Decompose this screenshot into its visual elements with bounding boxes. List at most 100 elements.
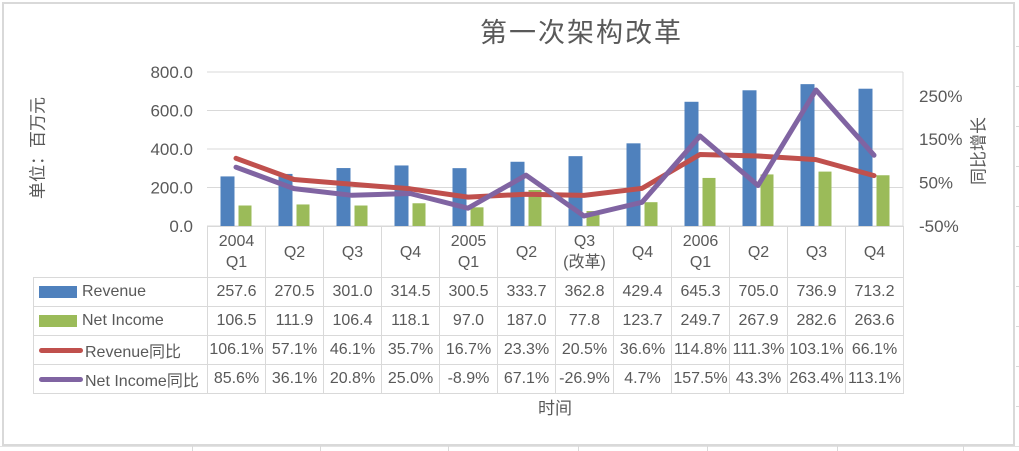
value-cell: -8.9% [439,364,498,394]
value-cell: 645.3 [671,277,730,307]
value-cell: 187.0 [497,306,556,336]
bar[interactable] [220,176,235,226]
spreadsheet-column-gridline [448,446,449,451]
legend-line-swatch [39,376,83,382]
value-cell: 66.1% [845,335,904,365]
value-cell: 333.7 [497,277,556,307]
value-cell: 314.5 [381,277,440,307]
value-cell: 85.6% [207,364,266,394]
value-cell: 43.3% [729,364,788,394]
value-cell: 713.2 [845,277,904,307]
spreadsheet-column-gridline [707,446,708,451]
bar[interactable] [238,205,252,226]
left-axis-tick-label: 0.0 [169,217,193,236]
value-cell: 77.8 [555,306,614,336]
net-income-bars[interactable] [238,171,890,226]
bar[interactable] [470,207,484,226]
category-cell: Q2 [497,226,556,278]
bar[interactable] [818,171,832,226]
value-cell: 257.6 [207,277,266,307]
category-cell: Q3 (改革) [555,226,614,278]
left-axis-tick-label: 800.0 [150,63,193,82]
legend-label: Revenue同比 [85,344,182,361]
spreadsheet-row-gridline [1016,326,1019,327]
value-cell: 300.5 [439,277,498,307]
bar[interactable] [760,174,774,226]
spreadsheet-gridline [0,446,1019,447]
table-row: Revenue 257.6 270.5 301.0 314.5 300.5 333.7 362… [33,277,904,307]
bar[interactable] [296,204,310,226]
legend-line-swatch [39,347,83,353]
bar[interactable] [876,175,890,226]
legend-cell[interactable]: Revenue同比 [33,335,208,365]
legend-label: Net Income [82,312,164,329]
chart-data-table[interactable]: 2004 Q1 Q2 Q3 Q4 2005 Q1 Q2 Q3 (改革) Q4 2006 Q1 Q2… [33,226,904,394]
table-row: Net Income同比 85.6% 36.1% 20.8% 25.0% -8.9% 67.… [33,364,904,394]
x-axis-title[interactable]: 时间 [538,399,572,418]
bar[interactable] [412,203,426,226]
bar[interactable] [528,190,542,226]
value-cell: 67.1% [497,364,556,394]
bar[interactable] [858,88,873,226]
value-cell: 118.1 [381,306,440,336]
value-cell: 263.6 [845,306,904,336]
left-axis-tick-label: 200.0 [150,179,193,198]
value-cell: 263.4% [787,364,846,394]
legend-cell[interactable]: Net Income [33,306,208,336]
category-cell: Q4 [845,226,904,278]
chart-title[interactable]: 第一次架构改革 [480,18,683,48]
bar[interactable] [684,101,699,226]
left-axis-tick-labels: 800.0 600.0 400.0 200.0 0.0 [150,63,193,236]
right-axis-tick-label: 150% [919,130,962,149]
table-corner-blank [34,227,208,278]
bar[interactable] [702,177,716,226]
value-cell: 106.1% [207,335,266,365]
bar[interactable] [800,84,815,226]
value-cell: 249.7 [671,306,730,336]
spreadsheet-row-gridline [1016,126,1019,127]
category-cell: Q4 [613,226,672,278]
value-cell: 301.0 [323,277,382,307]
legend-cell[interactable]: Revenue [33,277,208,307]
value-cell: 282.6 [787,306,846,336]
spreadsheet-column-gridline [837,446,838,451]
category-cell: Q3 [787,226,846,278]
spreadsheet-row-gridline [1016,406,1019,407]
value-cell: 36.6% [613,335,672,365]
value-cell: 157.5% [671,364,730,394]
legend-bar-swatch [39,315,77,327]
value-cell: 16.7% [439,335,498,365]
spreadsheet-row-gridline [1016,206,1019,207]
bar[interactable] [644,202,658,226]
bar[interactable] [354,205,368,226]
left-axis-tick-label: 600.0 [150,102,193,121]
spreadsheet-row-gridline [1016,366,1019,367]
legend-label: Revenue [82,283,147,300]
right-axis-tick-label: 50% [919,174,953,193]
category-row: 2004 Q1 Q2 Q3 Q4 2005 Q1 Q2 Q3 (改革) Q4 2006 Q1 Q2… [34,226,904,278]
spreadsheet-row-gridline [1016,86,1019,87]
right-axis-tick-labels: 250% 150% 50% -50% [919,87,962,236]
legend-cell[interactable]: Net Income同比 [33,364,208,394]
legend-bar-swatch [39,286,77,298]
value-cell: 267.9 [729,306,788,336]
value-cell: 123.7 [613,306,672,336]
value-cell: 113.1% [845,364,904,394]
value-cell: 106.5 [207,306,266,336]
value-cell: 362.8 [555,277,614,307]
value-cell: 35.7% [381,335,440,365]
net-income-yoy-line[interactable] [233,87,877,219]
spreadsheet-column-gridline [192,446,193,451]
value-cell: 736.9 [787,277,846,307]
table-row: Net Income 106.5 111.9 106.4 118.1 97.0 187.0 7… [33,306,904,336]
spreadsheet-column-gridline [963,446,964,451]
spreadsheet-column-gridline [578,446,579,451]
category-cell: 2005 Q1 [439,226,498,278]
value-cell: -26.9% [555,364,614,394]
category-cell: 2004 Q1 [207,226,266,278]
bar[interactable] [626,143,641,226]
spreadsheet-row-gridline [1016,46,1019,47]
category-cell: Q3 [323,226,382,278]
